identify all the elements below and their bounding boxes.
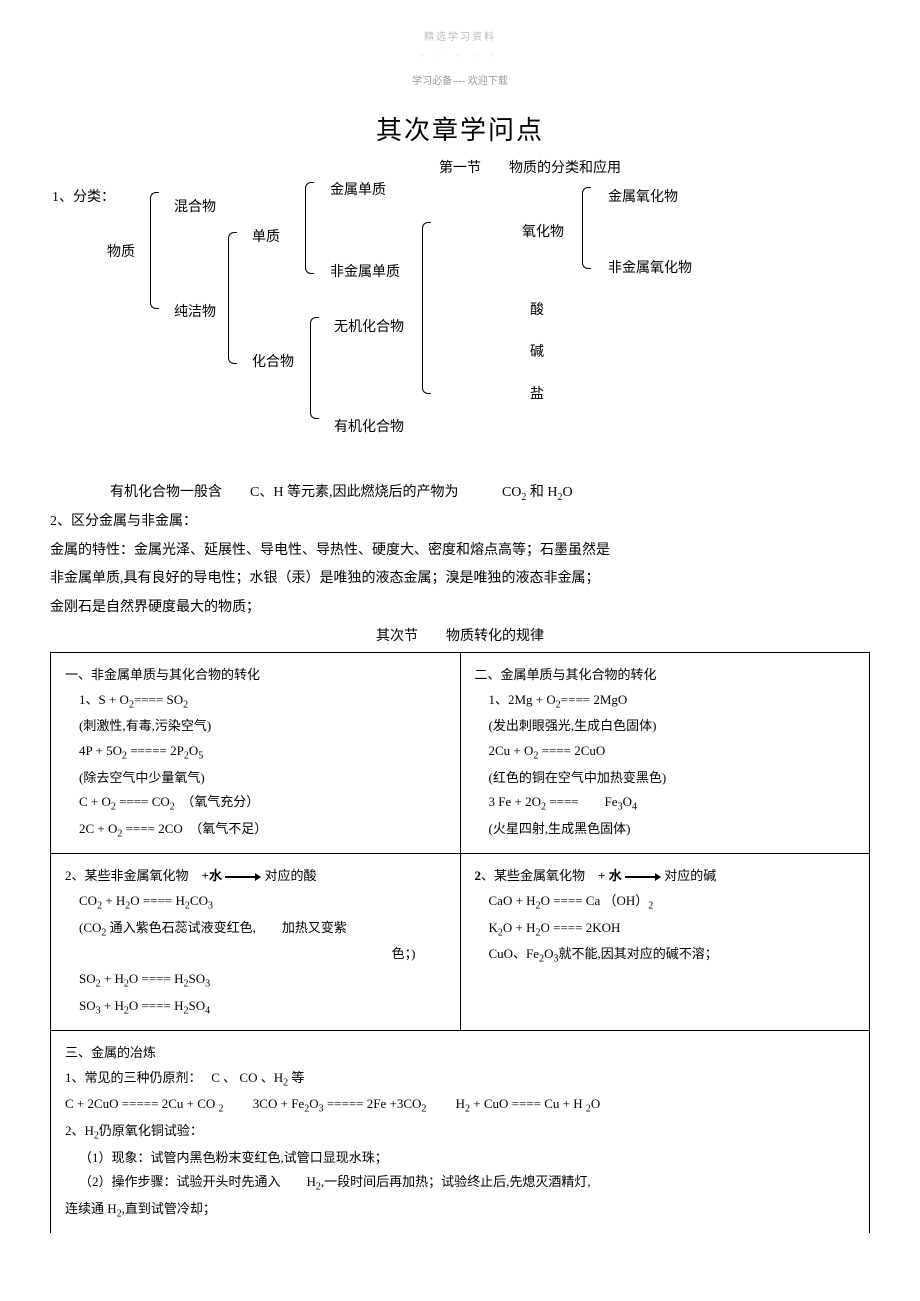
arrow-icon — [225, 872, 261, 882]
node-organic: 有机化合物 — [332, 417, 406, 439]
node-compound: 化合物 — [250, 352, 296, 374]
brace-1 — [150, 192, 159, 309]
table-row: 2、某些非金属氧化物 +水 对应的酸 CO2 + H2O ==== H2CO3 … — [51, 854, 870, 1031]
node-element: 单质 — [250, 227, 282, 249]
c1-header: 一、非金属单质与其化合物的转化 — [65, 663, 446, 688]
node-acid: 酸 — [528, 300, 546, 322]
c5-header: 三、金属的冶炼 — [65, 1041, 855, 1066]
node-nonmetal-oxide: 非金属氧化物 — [606, 258, 694, 280]
watermark-dashes: - - - - - — [50, 48, 870, 62]
rules-table: 一、非金属单质与其化合物的转化 1、S + O2==== SO2 (刺激性,有毒… — [50, 652, 870, 1234]
node-metal-oxide: 金属氧化物 — [606, 187, 680, 209]
brace-3 — [305, 182, 314, 274]
watermark-top: 精选学习资料 — [50, 30, 870, 46]
node-oxide: 氧化物 — [520, 222, 566, 244]
section-2-title: 其次节 物质转化的规律 — [50, 626, 870, 648]
co2-h2o: CO2 和 H2O — [502, 485, 573, 500]
cell-3: 2、某些非金属氧化物 +水 对应的酸 CO2 + H2O ==== H2CO3 … — [51, 854, 461, 1031]
cell-5: 三、金属的冶炼 1、常见的三种仍原剂： C 、 CO 、H2 等 C + 2Cu… — [51, 1031, 870, 1234]
node-pure: 纯洁物 — [172, 302, 218, 324]
p2-l3: 金刚石是自然界硬度最大的物质； — [50, 595, 870, 622]
organic-note: 有机化合物一般含 C、H 等元素,因此燃烧后的产物为 — [110, 485, 458, 500]
brace-5 — [422, 222, 431, 394]
document-page: 精选学习资料 - - - - - 学习必备---- 欢迎下载 其次章学问点 第一… — [0, 0, 920, 1253]
table-row: 三、金属的冶炼 1、常见的三种仍原剂： C 、 CO 、H2 等 C + 2Cu… — [51, 1031, 870, 1234]
node-inorganic: 无机化合物 — [332, 317, 406, 339]
brace-6 — [582, 187, 591, 269]
classification-tree: 1、分类： 物质 混合物 纯洁物 单质 化合物 金属单质 非金属单质 无机化合物… — [50, 172, 870, 472]
c2-header: 二、金属单质与其化合物的转化 — [475, 663, 856, 688]
node-salt: 盐 — [528, 384, 546, 406]
brace-4 — [310, 317, 319, 419]
arrow-icon — [625, 872, 661, 882]
tree-label-1: 1、分类： — [50, 187, 117, 209]
page-title: 其次章学问点 — [50, 110, 870, 152]
node-nonmetal-element: 非金属单质 — [328, 262, 402, 284]
cell-4: 2、某些金属氧化物 + 水 对应的碱 CaO + H2O ==== Ca （OH… — [460, 854, 870, 1031]
p2-l1: 金属的特性：金属光泽、延展性、导电性、导热性、硬度大、密度和熔点高等；石墨虽然是 — [50, 538, 870, 565]
cell-2: 二、金属单质与其化合物的转化 1、2Mg + O2==== 2MgO (发出刺眼… — [460, 652, 870, 853]
node-base: 碱 — [528, 342, 546, 364]
cell-1: 一、非金属单质与其化合物的转化 1、S + O2==== SO2 (刺激性,有毒… — [51, 652, 461, 853]
p2-title: 2、区分金属与非金属： — [50, 509, 870, 536]
p2-l2: 非金属单质,具有良好的导电性；水银（汞）是唯独的液态金属；溴是唯独的液态非金属； — [50, 566, 870, 593]
header-small: 学习必备---- 欢迎下载 — [50, 74, 870, 90]
table-row: 一、非金属单质与其化合物的转化 1、S + O2==== SO2 (刺激性,有毒… — [51, 652, 870, 853]
node-mixture: 混合物 — [172, 197, 218, 219]
node-matter: 物质 — [105, 242, 137, 264]
body-text: 有机化合物一般含 C、H 等元素,因此燃烧后的产物为 CO2 和 H2O 2、区… — [50, 480, 870, 621]
brace-2 — [228, 232, 237, 364]
node-metal-element: 金属单质 — [328, 180, 388, 202]
